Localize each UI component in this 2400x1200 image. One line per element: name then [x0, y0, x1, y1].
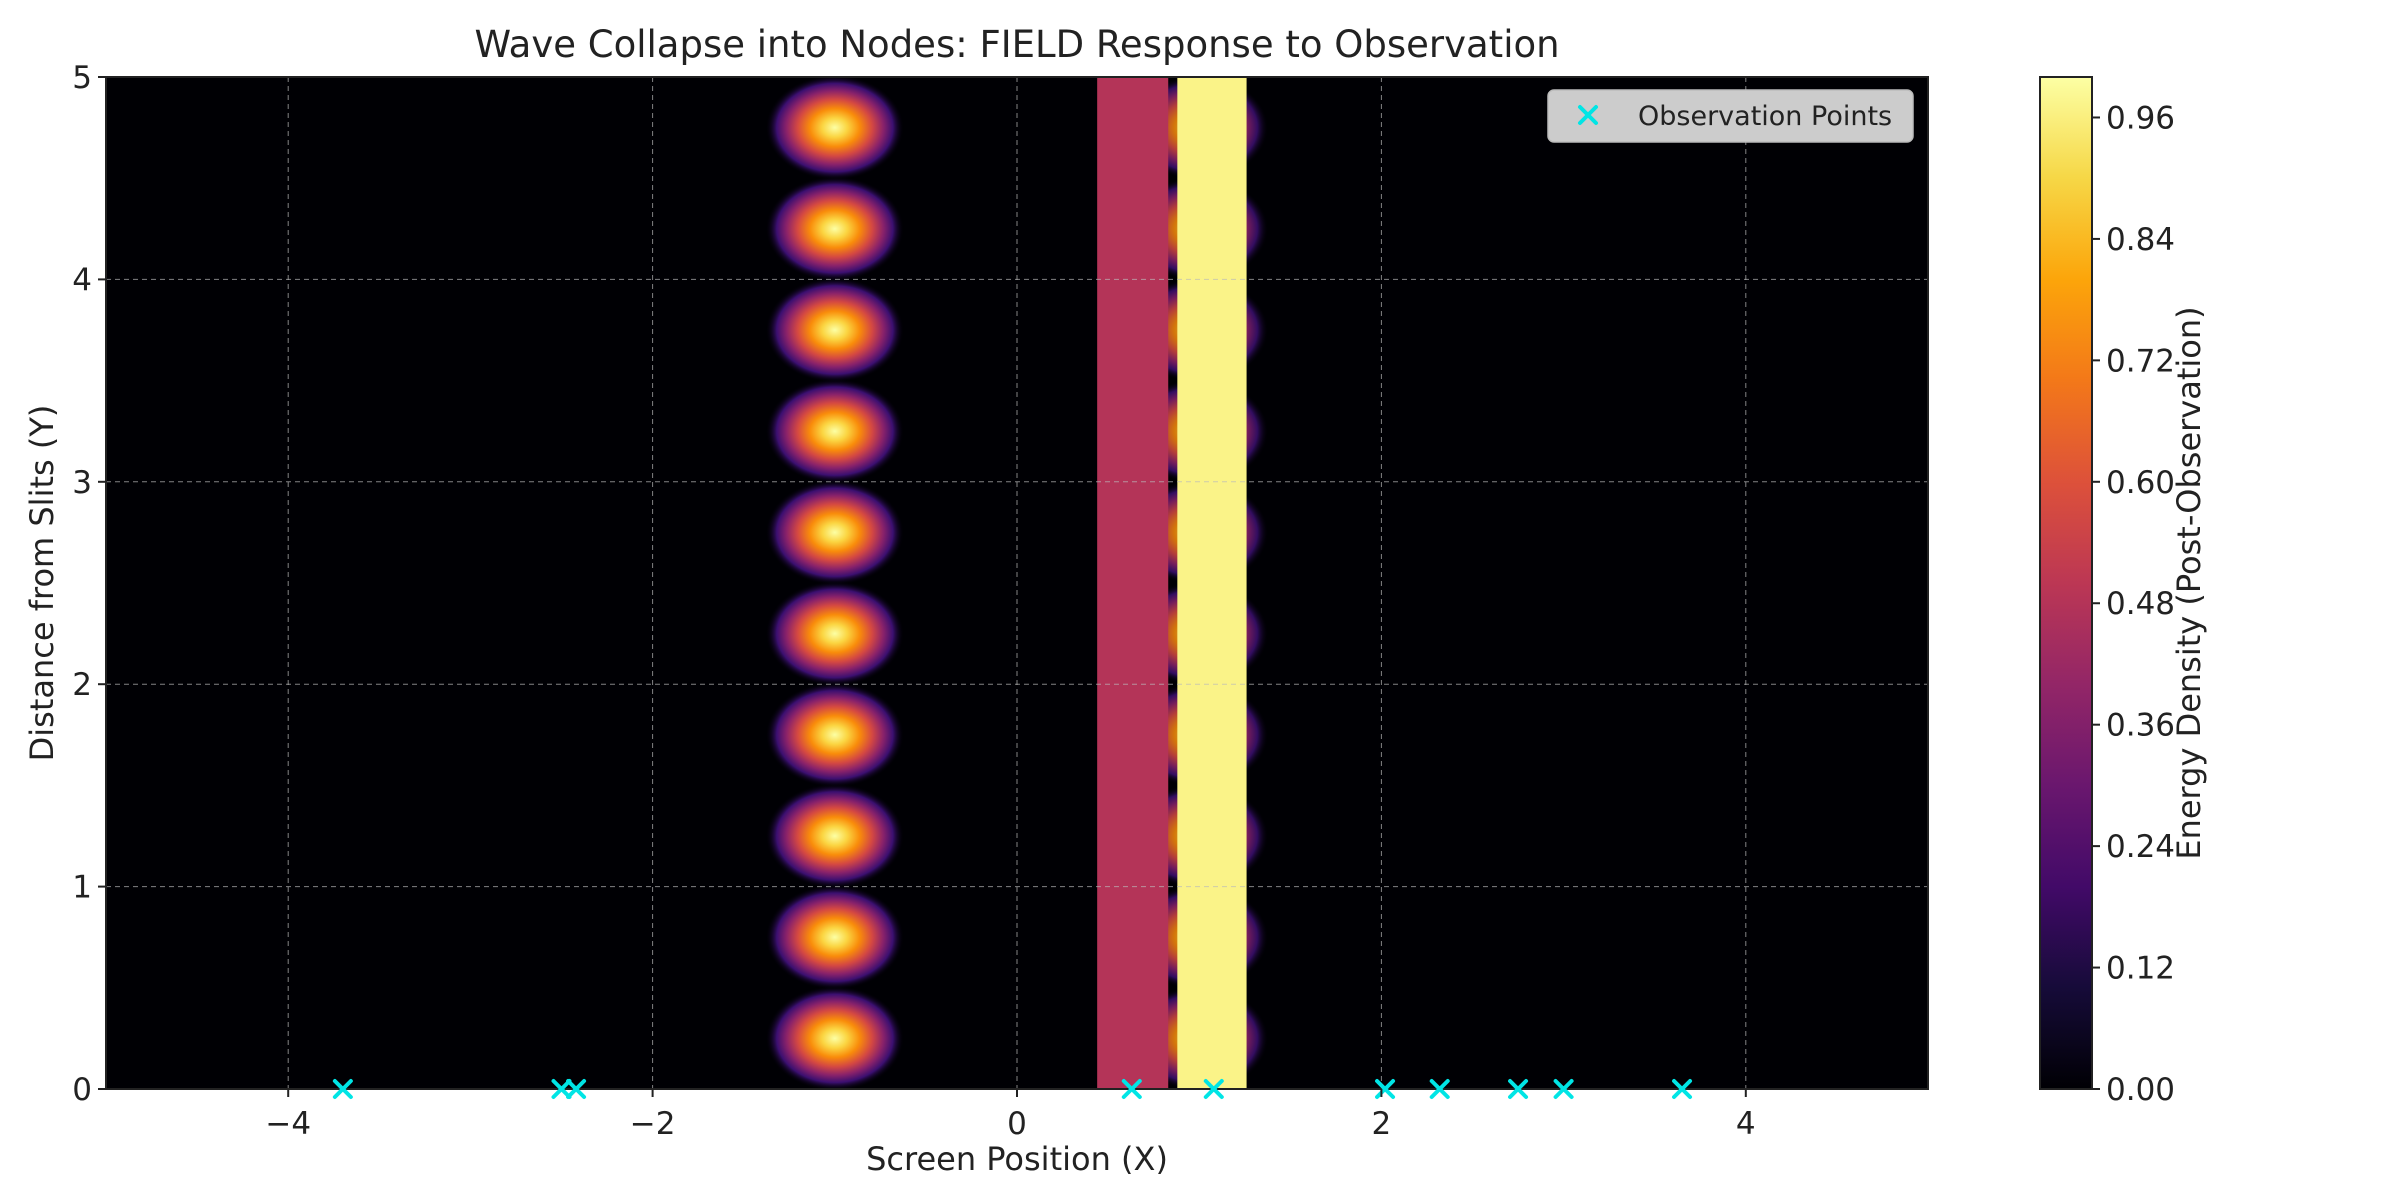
colorbar-tick-label-2: 0.24 — [2106, 829, 2175, 865]
legend-entry-observation-points: Observation Points — [1638, 101, 1892, 132]
band-1 — [1177, 77, 1247, 1089]
band-series — [1097, 77, 1247, 1089]
observation-point-5 — [1375, 1079, 1396, 1099]
y-axis-ticks: 0 1 2 3 4 5 — [72, 60, 106, 1108]
colorbar-gradient — [2039, 76, 2093, 1090]
node-5 — [765, 479, 905, 586]
legend-marker-x — [1578, 105, 1598, 125]
y-tick-label-5: 5 — [72, 60, 92, 96]
colorbar-tick-label-1: 0.12 — [2106, 951, 2175, 987]
node-1 — [765, 884, 905, 990]
observation-point-1 — [551, 1079, 572, 1099]
x-tick-label-4: 4 — [1736, 1106, 1756, 1142]
y-tick-label-4: 4 — [72, 262, 92, 298]
legend: Observation Points — [1547, 89, 1914, 143]
y-tick-label-1: 1 — [72, 870, 92, 906]
colorbar-tick-label-8: 0.96 — [2106, 100, 2175, 136]
node-2 — [765, 783, 905, 889]
observation-point-0 — [332, 1079, 353, 1099]
node-4 — [765, 580, 905, 687]
node-7 — [765, 277, 905, 383]
observation-point-3 — [1121, 1079, 1142, 1099]
x-tick-label-1: −2 — [630, 1106, 676, 1142]
colorbar-ticks: 0.00 0.12 0.24 0.36 0.48 0.60 0.72 0.84 0.96 — [2092, 100, 2175, 1108]
observation-points-series — [332, 1079, 1693, 1099]
colorbar-tick-label-6: 0.72 — [2106, 343, 2175, 379]
observation-point-4 — [1203, 1079, 1224, 1099]
colorbar-tick-label-5: 0.60 — [2106, 465, 2175, 501]
y-tick-label-2: 2 — [72, 667, 92, 703]
observation-point-6 — [1429, 1079, 1450, 1099]
x-axis-label: Screen Position (X) — [866, 1140, 1168, 1178]
colorbar-tick-label-3: 0.36 — [2106, 708, 2175, 744]
observation-point-8 — [1553, 1079, 1574, 1099]
observation-point-9 — [1672, 1079, 1693, 1099]
colorbar-tick-label-7: 0.84 — [2106, 222, 2175, 258]
node-9 — [765, 77, 905, 181]
grid-lines — [106, 77, 1928, 1089]
x-axis-ticks: −4 −2 0 2 4 — [265, 1089, 1756, 1142]
node-3 — [765, 682, 905, 788]
plot-area — [106, 77, 1928, 1089]
node-6 — [765, 378, 905, 484]
y-tick-label-0: 0 — [72, 1072, 92, 1108]
y-tick-label-3: 3 — [72, 465, 92, 501]
node-series — [765, 77, 905, 1089]
chart-title: Wave Collapse into Nodes: FIELD Response… — [474, 23, 1559, 66]
legend-box — [1547, 89, 1914, 143]
colorbar-tick-label-4: 0.48 — [2106, 586, 2175, 622]
node-0 — [765, 985, 905, 1089]
x-tick-label-2: 0 — [1007, 1106, 1027, 1142]
colorbar-label: Energy Density (Post-Observation) — [2170, 306, 2208, 859]
x-tick-label-0: −4 — [265, 1106, 311, 1142]
colorbar: 0.00 0.12 0.24 0.36 0.48 0.60 0.72 0.84 0.96 Ene… — [2039, 76, 2208, 1108]
node-8 — [765, 176, 905, 282]
observation-point-7 — [1508, 1079, 1529, 1099]
observation-point-2 — [566, 1079, 587, 1099]
band-0 — [1097, 77, 1169, 1089]
colorbar-tick-label-0: 0.00 — [2106, 1072, 2175, 1108]
y-axis-label: Distance from Slits (Y) — [23, 405, 61, 762]
x-tick-label-3: 2 — [1372, 1106, 1392, 1142]
